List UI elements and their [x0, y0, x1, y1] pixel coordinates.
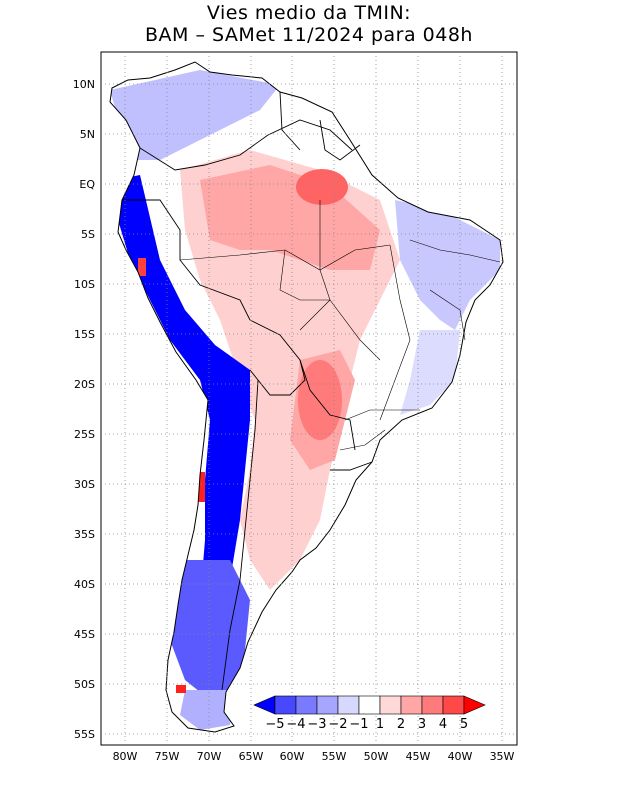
colorbar-label-minus5: −5 — [265, 717, 284, 732]
lat-label-40s: 40S — [74, 578, 95, 591]
lat-label-eq: EQ — [79, 178, 95, 191]
colorbar-bin-6 — [379, 695, 402, 715]
lat-label-25s: 25S — [74, 428, 95, 441]
state-border-3 — [379, 244, 411, 421]
anomaly-minus3-patagonia — [170, 560, 250, 700]
colorbar-bin-8 — [421, 695, 444, 715]
lon-label-70w: 70W — [197, 750, 222, 763]
colorbar-label-plus1: 1 — [376, 717, 384, 732]
lon-label-45w: 45W — [406, 750, 431, 763]
colorbar-label-plus3: 3 — [418, 717, 426, 732]
anomaly-plus4-peru-coast — [138, 258, 146, 276]
lon-axis: 80W 75W 70W 65W 60W 55W 50W 45W 40W 35W — [113, 750, 515, 763]
anomaly-plus4-amazon — [296, 169, 348, 205]
lon-label-50w: 50W — [364, 750, 389, 763]
border-bolivia — [249, 319, 306, 396]
colorbar: −5 −4 −3 −2 −1 1 2 3 4 5 — [253, 695, 486, 732]
anomaly-minus5-andes — [115, 175, 250, 620]
lat-label-10n: 10N — [73, 78, 95, 91]
lat-label-30s: 30S — [74, 478, 95, 491]
colorbar-bin-4 — [337, 695, 360, 715]
lon-label-40w: 40W — [448, 750, 473, 763]
lat-axis: 10N 5N EQ 5S 10S 15S 20S 25S 30S 35S 40S… — [73, 78, 96, 741]
colorbar-label-minus2: −2 — [328, 717, 347, 732]
state-border-8 — [339, 429, 386, 451]
lat-label-5n: 5N — [80, 128, 95, 141]
colorbar-label-minus3: −3 — [307, 717, 326, 732]
lon-label-55w: 55W — [322, 750, 347, 763]
state-border-1 — [179, 244, 391, 271]
lat-label-50s: 50S — [74, 678, 95, 691]
lat-label-15s: 15S — [74, 328, 95, 341]
colorbar-label-plus5: 5 — [460, 717, 468, 732]
anomaly-plus3-south — [298, 360, 342, 440]
colorbar-bin-5 — [358, 695, 381, 715]
anomaly-minus2-tierra-del-fuego — [180, 690, 235, 730]
colorbar-label-plus2: 2 — [397, 717, 405, 732]
colorbar-label-minus4: −4 — [286, 717, 305, 732]
anomaly-plus5-patagonia-coast — [176, 685, 186, 693]
border-guyana — [279, 91, 301, 151]
border-venezuela-colombia — [139, 119, 353, 171]
map-title-line1: Vies medio da TMIN: — [206, 2, 412, 24]
anomaly-minus2-east — [395, 200, 500, 330]
colorbar-bin-9 — [442, 695, 465, 715]
colorbar-label-minus1: −1 — [349, 717, 368, 732]
border-chile-argentina — [221, 379, 259, 691]
state-border-6 — [429, 289, 466, 341]
border-paraguay — [299, 359, 356, 451]
lon-label-65w: 65W — [239, 750, 264, 763]
lat-label-10s: 10S — [74, 278, 95, 291]
state-borders — [179, 200, 501, 451]
state-border-5 — [409, 239, 501, 263]
map-title-line2: BAM – SAMet 11/2024 para 048h — [145, 24, 473, 46]
lat-label-55s: 55S — [74, 728, 95, 741]
border-uruguay — [330, 461, 373, 471]
anomaly-minus2-northwest — [110, 70, 280, 160]
state-border-2 — [299, 200, 331, 331]
colorbar-label-plus4: 4 — [439, 717, 447, 732]
colorbar-bin-3 — [316, 695, 339, 715]
state-border-7 — [344, 409, 420, 421]
lat-label-35s: 35S — [74, 528, 95, 541]
colorbar-labels: −5 −4 −3 −2 −1 1 2 3 4 5 — [265, 717, 468, 732]
lon-label-80w: 80W — [113, 750, 138, 763]
anomaly-minus1-east — [400, 330, 460, 415]
state-border-4 — [279, 249, 381, 361]
border-suriname — [319, 119, 361, 161]
lon-label-60w: 60W — [280, 750, 305, 763]
gridlines — [101, 52, 517, 745]
lon-label-75w: 75W — [155, 750, 180, 763]
lat-label-20s: 20S — [74, 378, 95, 391]
colorbar-bin-2 — [295, 695, 318, 715]
anomaly-plus5-central-chile — [197, 472, 205, 502]
colorbar-bin-7 — [400, 695, 423, 715]
lat-label-5s: 5S — [81, 228, 95, 241]
colorbar-bin-1 — [274, 695, 297, 715]
lat-label-45s: 45S — [74, 628, 95, 641]
lon-label-35w: 35W — [490, 750, 515, 763]
colorbar-arrow-high — [463, 695, 486, 715]
